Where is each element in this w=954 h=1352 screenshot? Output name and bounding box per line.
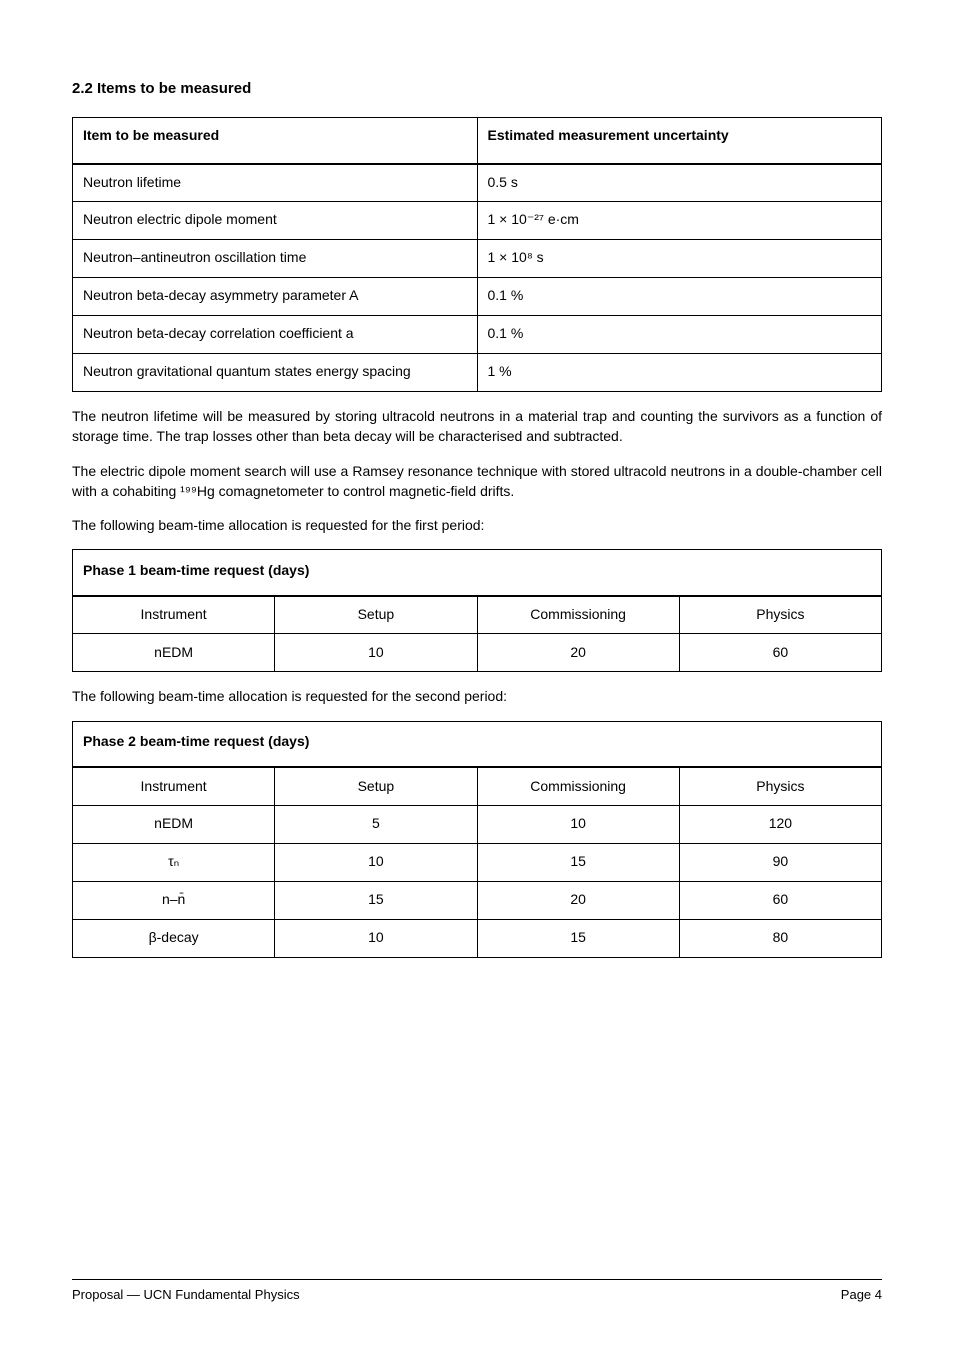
cell: 15	[477, 919, 679, 957]
table-row: Neutron lifetime 0.5 s	[73, 164, 882, 202]
cell: Setup	[275, 767, 477, 805]
cell: Instrument	[73, 767, 275, 805]
cell: Instrument	[73, 596, 275, 634]
col-item: Item to be measured	[73, 118, 478, 164]
cell: β-decay	[73, 919, 275, 957]
cell: 10	[275, 919, 477, 957]
cell-item: Neutron lifetime	[73, 164, 478, 202]
cell: 10	[275, 634, 477, 672]
table-header-row: Phase 2 beam-time request (days)	[73, 721, 882, 767]
paragraph: The electric dipole moment search will u…	[72, 461, 882, 502]
cell: 15	[275, 881, 477, 919]
cell: Setup	[275, 596, 477, 634]
table-row: Instrument Setup Commissioning Physics	[73, 596, 882, 634]
cell-item: Neutron gravitational quantum states ene…	[73, 354, 478, 392]
table-header-row: Phase 1 beam-time request (days)	[73, 550, 882, 596]
cell: 20	[477, 881, 679, 919]
cell: Physics	[679, 596, 881, 634]
table-row: n–n̄ 15 20 60	[73, 881, 882, 919]
section-heading: 2.2 Items to be measured	[72, 78, 882, 99]
table-row: τₙ 10 15 90	[73, 843, 882, 881]
cell: 60	[679, 881, 881, 919]
cell-uncertainty: 0.5 s	[477, 164, 882, 202]
cell-item: Neutron beta-decay asymmetry parameter A	[73, 278, 478, 316]
cell: τₙ	[73, 843, 275, 881]
phase2-header: Phase 2 beam-time request (days)	[73, 721, 882, 767]
table-row: β-decay 10 15 80	[73, 919, 882, 957]
paragraph: The following beam-time allocation is re…	[72, 515, 882, 535]
cell-uncertainty: 0.1 %	[477, 278, 882, 316]
cell: n–n̄	[73, 881, 275, 919]
cell-uncertainty: 0.1 %	[477, 316, 882, 354]
footer-left: Proposal — UCN Fundamental Physics	[72, 1286, 300, 1304]
page-footer: Proposal — UCN Fundamental Physics Page …	[72, 1279, 882, 1304]
cell: 90	[679, 843, 881, 881]
paragraph: The following beam-time allocation is re…	[72, 686, 882, 706]
col-uncertainty: Estimated measurement uncertainty	[477, 118, 882, 164]
cell: 10	[275, 843, 477, 881]
items-table: Item to be measured Estimated measuremen…	[72, 117, 882, 392]
table-row: Neutron gravitational quantum states ene…	[73, 354, 882, 392]
table-row: Neutron–antineutron oscillation time 1 ×…	[73, 240, 882, 278]
cell: 15	[477, 843, 679, 881]
cell: 80	[679, 919, 881, 957]
table-row: Instrument Setup Commissioning Physics	[73, 767, 882, 805]
cell: 5	[275, 805, 477, 843]
paragraph: The neutron lifetime will be measured by…	[72, 406, 882, 447]
phase2-table: Phase 2 beam-time request (days) Instrum…	[72, 721, 882, 958]
table-row: Neutron beta-decay correlation coefficie…	[73, 316, 882, 354]
cell: nEDM	[73, 805, 275, 843]
phase1-header: Phase 1 beam-time request (days)	[73, 550, 882, 596]
cell: nEDM	[73, 634, 275, 672]
table-row: Neutron beta-decay asymmetry parameter A…	[73, 278, 882, 316]
cell-uncertainty: 1 %	[477, 354, 882, 392]
cell-item: Neutron electric dipole moment	[73, 202, 478, 240]
cell: 120	[679, 805, 881, 843]
cell: Commissioning	[477, 767, 679, 805]
cell-item: Neutron–antineutron oscillation time	[73, 240, 478, 278]
phase1-table: Phase 1 beam-time request (days) Instrum…	[72, 549, 882, 672]
table-row: Neutron electric dipole moment 1 × 10⁻²⁷…	[73, 202, 882, 240]
table-row: nEDM 5 10 120	[73, 805, 882, 843]
cell-uncertainty: 1 × 10⁸ s	[477, 240, 882, 278]
cell-item: Neutron beta-decay correlation coefficie…	[73, 316, 478, 354]
cell: 10	[477, 805, 679, 843]
table-header-row: Item to be measured Estimated measuremen…	[73, 118, 882, 164]
cell: 20	[477, 634, 679, 672]
cell-uncertainty: 1 × 10⁻²⁷ e·cm	[477, 202, 882, 240]
cell: 60	[679, 634, 881, 672]
cell: Physics	[679, 767, 881, 805]
footer-right: Page 4	[841, 1286, 882, 1304]
cell: Commissioning	[477, 596, 679, 634]
table-row: nEDM 10 20 60	[73, 634, 882, 672]
